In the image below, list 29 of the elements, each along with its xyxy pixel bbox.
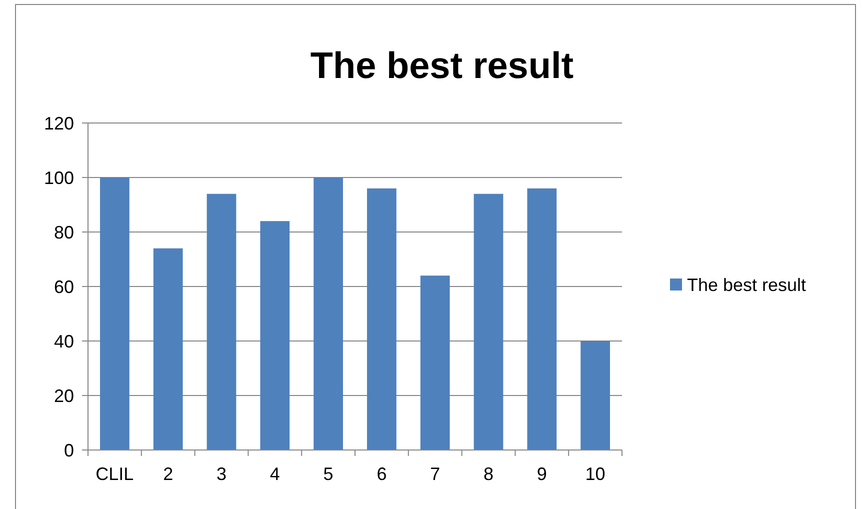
bar [367,188,396,450]
y-tick-label: 40 [54,331,74,352]
bar [314,178,343,450]
y-tick-label: 120 [44,113,74,134]
bar [527,188,557,450]
x-tick-label: 6 [376,464,387,484]
bar [206,194,236,450]
y-tick-label: 60 [54,276,74,297]
bar [153,248,183,450]
bar [100,178,130,450]
y-tick-label: 100 [44,168,74,188]
y-tick-label: 80 [54,222,74,242]
y-tick-label: 20 [54,386,74,406]
x-tick-label: 2 [163,464,174,484]
bar [474,194,504,450]
x-tick-label: 7 [430,464,440,484]
x-tick-label: 8 [483,464,494,484]
x-tick-label: 10 [585,464,606,484]
y-tick-label: 0 [64,440,74,460]
chart-title: The best result [310,45,574,86]
x-tick-label: 3 [216,464,227,484]
x-tick-label: 4 [270,464,280,484]
x-tick-label: 9 [536,464,547,484]
bar [580,341,610,450]
x-tick-label: CLIL [96,464,134,484]
bar [420,276,450,450]
bar [260,221,290,450]
legend-label: The best result [687,274,806,295]
x-tick-label: 5 [323,464,334,484]
